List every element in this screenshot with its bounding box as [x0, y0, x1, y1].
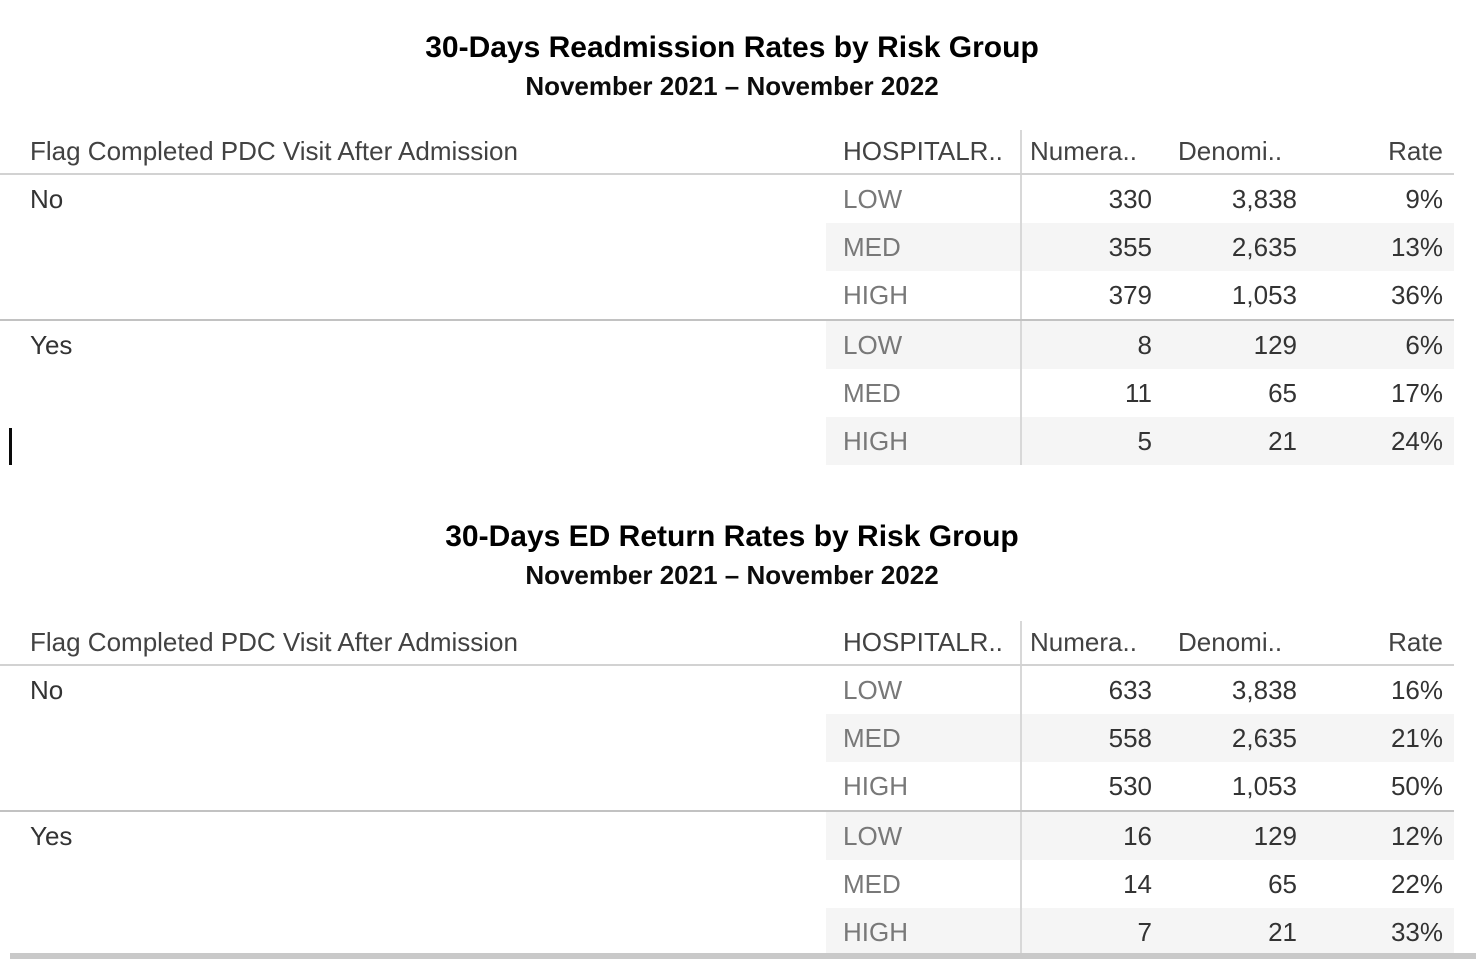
rate-cell: 6% — [1405, 329, 1443, 360]
table-row: MED 558 2,635 21% — [826, 714, 1454, 762]
table-row: LOW 8 129 6% — [826, 321, 1454, 369]
flag-group-no: No LOW 633 3,838 16% MED 558 2,635 21% — [0, 666, 1454, 810]
bottom-scrollbar-track[interactable] — [10, 953, 1476, 959]
ed-return-table: Flag Completed PDC Visit After Admission… — [0, 621, 1454, 956]
flag-cell: Yes — [30, 820, 73, 851]
readmission-table-subtitle: November 2021 – November 2022 — [525, 71, 939, 101]
numerator-cell: 14 — [1020, 860, 1162, 908]
flag-group-yes: Yes LOW 8 129 6% MED 11 65 17% — [0, 319, 1454, 465]
table-row: LOW 330 3,838 9% — [826, 175, 1454, 223]
table-row: HIGH 5 21 24% — [826, 417, 1454, 465]
table-row: HIGH 379 1,053 36% — [826, 271, 1454, 319]
denominator-cell: 65 — [1268, 377, 1297, 408]
readmission-table-title: 30-Days Readmission Rates by Risk Group — [425, 31, 1039, 64]
risk-cell: HIGH — [843, 425, 908, 456]
readmission-report-section: 30-Days Readmission Rates by Risk Group … — [0, 0, 1464, 465]
rate-cell: 17% — [1390, 377, 1443, 408]
flag-cell: Yes — [30, 329, 73, 360]
flag-cell: No — [30, 183, 64, 214]
denominator-cell: 129 — [1253, 329, 1297, 360]
denominator-cell: 2,635 — [1231, 231, 1297, 262]
readmission-table: Flag Completed PDC Visit After Admission… — [0, 130, 1454, 465]
group-rows: LOW 8 129 6% MED 11 65 17% HIGH 5 21 — [826, 321, 1454, 465]
numerator-cell: 330 — [1020, 175, 1162, 223]
numerator-cell: 355 — [1020, 223, 1162, 271]
risk-cell: HIGH — [843, 770, 908, 801]
column-header-rate: Rate — [1388, 136, 1443, 166]
table-row: LOW 16 129 12% — [826, 812, 1454, 860]
numerator-cell: 379 — [1020, 271, 1162, 319]
flag-group-no: No LOW 330 3,838 9% MED 355 2,635 13% — [0, 175, 1454, 319]
denominator-cell: 65 — [1268, 868, 1297, 899]
column-header-rate: Rate — [1388, 627, 1443, 657]
risk-cell: LOW — [843, 820, 903, 851]
table-row: MED 11 65 17% — [826, 369, 1454, 417]
denominator-cell: 2,635 — [1231, 722, 1297, 753]
numerator-cell: 5 — [1020, 417, 1162, 465]
column-header-numerator: Numera.. — [1020, 621, 1162, 664]
rate-cell: 9% — [1405, 183, 1443, 214]
table-row: HIGH 530 1,053 50% — [826, 762, 1454, 810]
table-row: MED 355 2,635 13% — [826, 223, 1454, 271]
flag-cell: No — [30, 674, 64, 705]
rate-cell: 16% — [1390, 674, 1443, 705]
table-row: LOW 633 3,838 16% — [826, 666, 1454, 714]
denominator-cell: 21 — [1268, 425, 1297, 456]
risk-cell: LOW — [843, 329, 903, 360]
text-cursor-artifact — [9, 428, 12, 465]
table-row: HIGH 7 21 33% — [826, 908, 1454, 956]
column-header-flag: Flag Completed PDC Visit After Admission — [30, 136, 518, 166]
rate-cell: 13% — [1390, 231, 1443, 262]
numerator-cell: 633 — [1020, 666, 1162, 714]
risk-cell: HIGH — [843, 279, 908, 310]
numerator-cell: 11 — [1020, 369, 1162, 417]
group-rows: LOW 16 129 12% MED 14 65 22% HIGH 7 — [826, 812, 1454, 956]
numerator-cell: 8 — [1020, 321, 1162, 369]
rate-cell: 33% — [1390, 916, 1443, 947]
ed-return-report-section: 30-Days ED Return Rates by Risk Group No… — [0, 517, 1464, 956]
column-header-numerator: Numera.. — [1020, 130, 1162, 173]
numerator-cell: 558 — [1020, 714, 1162, 762]
denominator-cell: 1,053 — [1231, 770, 1297, 801]
ed-return-table-title: 30-Days ED Return Rates by Risk Group — [445, 520, 1019, 553]
group-rows: LOW 330 3,838 9% MED 355 2,635 13% HIGH … — [826, 175, 1454, 319]
ed-return-header-row: Flag Completed PDC Visit After Admission… — [0, 621, 1454, 666]
column-header-denominator: Denomi.. — [1178, 136, 1283, 166]
rate-cell: 22% — [1390, 868, 1443, 899]
risk-cell: LOW — [843, 183, 903, 214]
rate-cell: 21% — [1390, 722, 1443, 753]
rate-cell: 24% — [1390, 425, 1443, 456]
numerator-cell: 530 — [1020, 762, 1162, 810]
denominator-cell: 1,053 — [1231, 279, 1297, 310]
column-header-denominator: Denomi.. — [1178, 627, 1283, 657]
group-rows: LOW 633 3,838 16% MED 558 2,635 21% HIGH… — [826, 666, 1454, 810]
risk-cell: LOW — [843, 674, 903, 705]
denominator-cell: 21 — [1268, 916, 1297, 947]
column-header-flag: Flag Completed PDC Visit After Admission — [30, 627, 518, 657]
risk-cell: MED — [843, 722, 901, 753]
risk-cell: HIGH — [843, 916, 908, 947]
rate-cell: 50% — [1390, 770, 1443, 801]
readmission-header-row: Flag Completed PDC Visit After Admission… — [0, 130, 1454, 175]
table-row: MED 14 65 22% — [826, 860, 1454, 908]
risk-cell: MED — [843, 377, 901, 408]
flag-group-yes: Yes LOW 16 129 12% MED 14 65 22% — [0, 810, 1454, 956]
denominator-cell: 129 — [1253, 820, 1297, 851]
risk-cell: MED — [843, 868, 901, 899]
denominator-cell: 3,838 — [1231, 183, 1297, 214]
rate-cell: 36% — [1390, 279, 1443, 310]
numerator-cell: 16 — [1020, 812, 1162, 860]
rate-cell: 12% — [1390, 820, 1443, 851]
column-header-risk: HOSPITALR.. — [843, 136, 1003, 166]
denominator-cell: 3,838 — [1231, 674, 1297, 705]
ed-return-table-subtitle: November 2021 – November 2022 — [525, 560, 939, 590]
numerator-cell: 7 — [1020, 908, 1162, 956]
risk-cell: MED — [843, 231, 901, 262]
column-header-risk: HOSPITALR.. — [843, 627, 1003, 657]
